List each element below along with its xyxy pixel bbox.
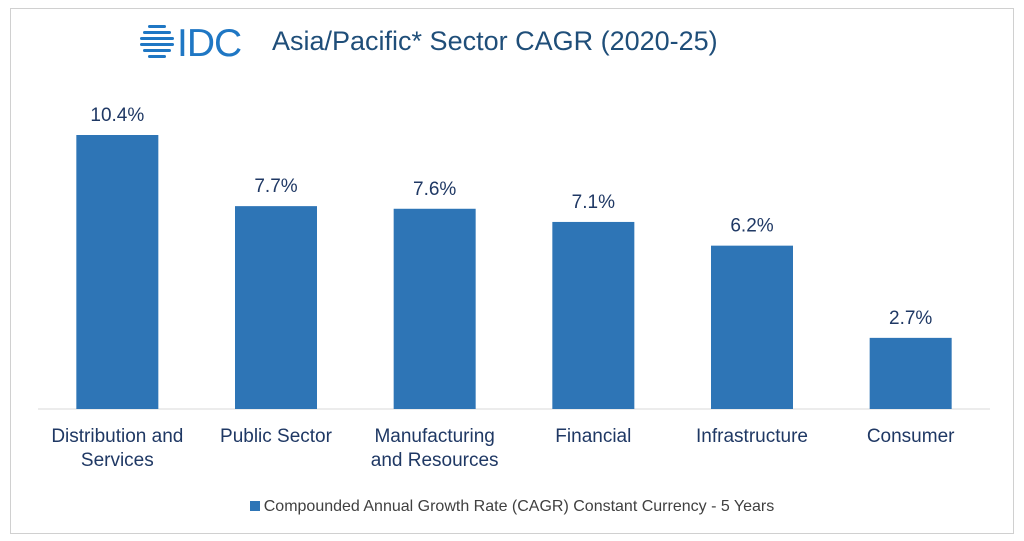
data-label: 2.7%: [889, 308, 932, 329]
chart-frame: [10, 8, 1014, 534]
chart-title: Asia/Pacific* Sector CAGR (2020-25): [272, 26, 718, 56]
category-label: Services: [81, 450, 154, 471]
data-label: 10.4%: [90, 105, 144, 126]
category-label: Financial: [555, 426, 631, 447]
idc-logo-text: IDC: [177, 22, 241, 62]
data-label: 7.6%: [413, 179, 456, 200]
data-label: 7.1%: [572, 192, 615, 213]
data-label: 6.2%: [730, 216, 773, 237]
idc-globe-icon: [140, 25, 174, 58]
bar: [552, 221, 635, 409]
category-label: Infrastructure: [696, 426, 808, 447]
bar: [869, 337, 952, 409]
category-label: Manufacturing: [374, 426, 494, 447]
idc-logo: IDC: [140, 22, 242, 62]
bar: [711, 245, 793, 409]
category-label: Distribution and: [51, 426, 183, 447]
bar: [393, 208, 476, 409]
legend-label: Compounded Annual Growth Rate (CAGR) Con…: [263, 498, 775, 515]
category-label: and Resources: [371, 450, 499, 471]
category-label: Consumer: [867, 426, 955, 447]
data-label: 7.7%: [254, 176, 297, 197]
legend-swatch: [249, 500, 260, 511]
bar: [235, 206, 317, 409]
category-label: Public Sector: [220, 426, 333, 447]
legend: Compounded Annual Growth Rate (CAGR) Con…: [0, 498, 1024, 516]
bar: [76, 135, 159, 409]
